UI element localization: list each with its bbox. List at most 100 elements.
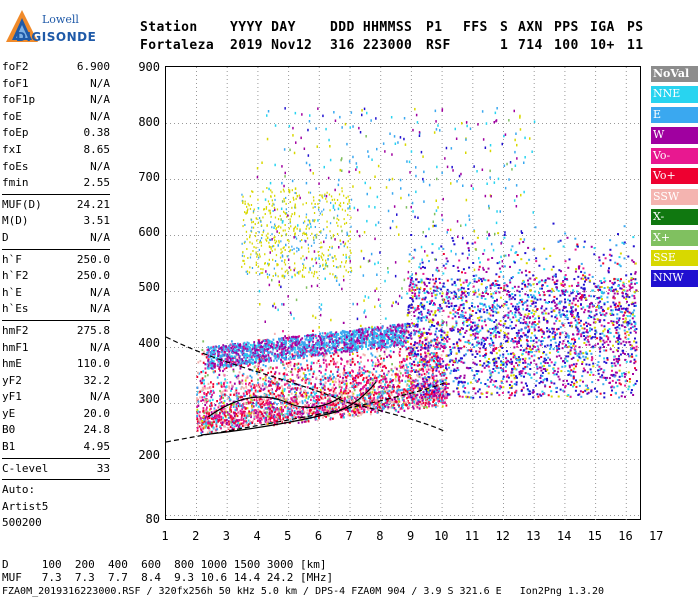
clevel-row: C-level 33 xyxy=(2,462,110,479)
x-tick-label: 9 xyxy=(406,529,415,543)
param-divider xyxy=(2,319,110,321)
auto-scaling-line: 500200 xyxy=(2,516,42,530)
param-row: foEp 0.38 xyxy=(2,126,110,143)
x-tick-label: 5 xyxy=(284,529,292,543)
header-row2-cell: 1 xyxy=(500,38,509,53)
param-name: hmF1 xyxy=(2,340,29,354)
profile-curve xyxy=(200,381,377,436)
param-value: N/A xyxy=(90,76,110,90)
param-value: N/A xyxy=(90,230,110,244)
param-name: M(D) xyxy=(2,214,29,228)
legend-w: W xyxy=(651,127,698,144)
param-value: 24.21 xyxy=(76,197,110,211)
param-name: yF2 xyxy=(2,373,22,387)
header-row2-cell: 100 xyxy=(554,38,579,53)
param-name: h`Es xyxy=(2,302,29,316)
echo-traces xyxy=(196,107,638,435)
param-row: hmF1 N/A xyxy=(2,341,110,358)
param-value: 250.0 xyxy=(76,269,110,283)
x-tick-label: 2 xyxy=(192,529,200,543)
param-name: foF1 xyxy=(2,76,29,90)
param-name: B1 xyxy=(2,440,16,454)
param-value: N/A xyxy=(90,302,110,316)
legend-x: X- xyxy=(651,209,698,226)
y-tick-label: 300 xyxy=(138,392,160,406)
profile-curve xyxy=(166,336,447,433)
param-name: B0 xyxy=(2,423,16,437)
param-row: yF2 32.2 xyxy=(2,374,110,391)
x-tick-label: 17 xyxy=(648,529,664,543)
y-tick-label: 500 xyxy=(138,280,160,294)
header-row2-cell: 10+ xyxy=(590,38,615,53)
ionogram-echo-layer xyxy=(166,67,639,520)
param-name: foE xyxy=(2,109,22,123)
param-value: 20.0 xyxy=(83,406,111,420)
x-tick-label: 10 xyxy=(434,529,449,543)
x-tick-label: 7 xyxy=(345,529,353,543)
param-row: foF2 6.900 xyxy=(2,60,110,77)
param-row: fxI 8.65 xyxy=(2,143,110,160)
param-row: h`E N/A xyxy=(2,286,110,303)
param-value: 24.8 xyxy=(83,423,111,437)
footer-file-info: FZA0M_2019316223000.RSF / 320fx256h 50 k… xyxy=(2,586,605,597)
param-value: 250.0 xyxy=(76,252,110,266)
grid-dots xyxy=(166,67,639,520)
param-value: N/A xyxy=(90,159,110,173)
param-divider xyxy=(2,457,110,459)
param-value: 110.0 xyxy=(76,357,110,371)
profile-curve xyxy=(207,396,342,418)
param-name: fxI xyxy=(2,142,22,156)
x-tick-label: 15 xyxy=(587,529,603,543)
header-row1-cell: FFS xyxy=(463,20,488,35)
footer-muf-row: MUF 7.3 7.3 7.7 8.4 9.3 10.6 14.4 24.2 [… xyxy=(2,571,334,584)
header-row2-cell: Fortaleza xyxy=(140,38,215,53)
param-name: hmF2 xyxy=(2,323,29,337)
digisonde-emblem-icon xyxy=(6,10,38,42)
auto-scaling-line: Artist5 xyxy=(2,499,49,513)
legend-e: E xyxy=(651,106,698,124)
param-name: h`E xyxy=(2,285,22,299)
param-divider xyxy=(2,193,110,195)
header-row2-cell: 2019 Nov12 xyxy=(230,38,313,53)
x-tick-label: 6 xyxy=(314,529,323,543)
param-name: yF1 xyxy=(2,390,22,404)
x-tick-label: 16 xyxy=(618,529,633,543)
legend-vo: Vo- xyxy=(651,147,698,165)
header-row1-cell: IGA xyxy=(590,20,615,35)
param-row: h`Es N/A xyxy=(2,302,110,319)
header-row2-cell: 316 223000 xyxy=(330,38,413,53)
legend-noval: NoVal xyxy=(651,66,698,83)
param-row: hmE 110.0 xyxy=(2,357,110,374)
profile-curve xyxy=(166,381,447,443)
param-row: yF1 N/A xyxy=(2,390,110,407)
param-value: 32.2 xyxy=(83,373,111,387)
header-row1-cell: DDD HHMMSS xyxy=(330,20,413,35)
param-name: MUF(D) xyxy=(2,197,42,211)
param-row: hmF2 275.8 xyxy=(2,324,110,341)
y-tick-label: 400 xyxy=(138,336,160,350)
param-value: 275.8 xyxy=(76,323,110,337)
x-tick-label: 1 xyxy=(161,529,169,543)
param-row: foEs N/A xyxy=(2,160,110,177)
x-tick-label: 13 xyxy=(526,529,541,543)
header-row2-cell: 714 xyxy=(518,38,543,53)
param-value: 6.900 xyxy=(76,60,110,73)
param-row: MUF(D) 24.21 xyxy=(2,198,110,215)
legend-vo: Vo+ xyxy=(651,168,698,185)
param-row: D N/A xyxy=(2,231,110,248)
param-row: h`F2 250.0 xyxy=(2,269,110,286)
header-row1-cell: S xyxy=(500,20,509,35)
param-value: N/A xyxy=(90,390,110,404)
param-divider xyxy=(2,479,110,481)
param-value: 4.95 xyxy=(83,440,111,454)
param-value: 2.55 xyxy=(83,176,111,190)
x-tick-label: 8 xyxy=(376,529,384,543)
param-row: B1 4.95 xyxy=(2,440,110,457)
param-row: B0 24.8 xyxy=(2,423,110,440)
header-row1-cell: Station xyxy=(140,20,198,35)
param-name: foF2 xyxy=(2,60,29,73)
param-name: foF1p xyxy=(2,93,36,107)
param-row: M(D) 3.51 xyxy=(2,214,110,231)
x-tick-label: 11 xyxy=(464,529,480,543)
y-tick-label: 900 xyxy=(138,60,160,74)
